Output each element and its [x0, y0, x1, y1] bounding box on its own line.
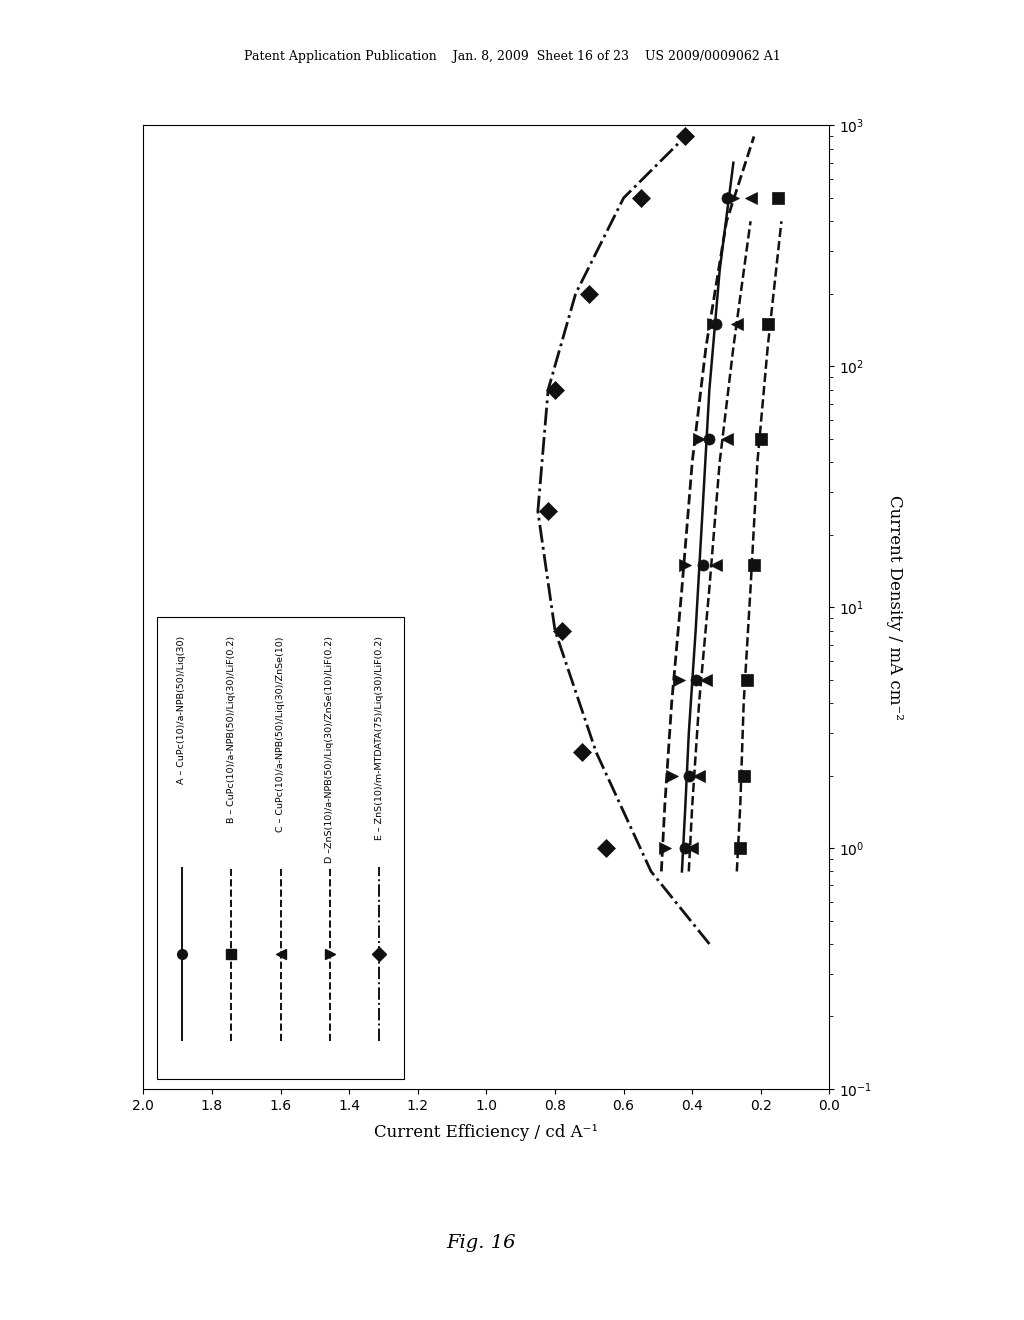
- Text: Patent Application Publication    Jan. 8, 2009  Sheet 16 of 23    US 2009/000906: Patent Application Publication Jan. 8, 2…: [244, 50, 780, 63]
- Text: D –ZnS(10)/a-NPB(50)/Liq(30)/ZnSe(10)/LiF(0.2): D –ZnS(10)/a-NPB(50)/Liq(30)/ZnSe(10)/Li…: [326, 636, 335, 863]
- X-axis label: Current Efficiency / cd A⁻¹: Current Efficiency / cd A⁻¹: [375, 1123, 598, 1140]
- Text: E – ZnS(10)/m-MTDATA(75)/Liq(30)/LiF(0.2): E – ZnS(10)/m-MTDATA(75)/Liq(30)/LiF(0.2…: [375, 636, 384, 840]
- Text: B – CuPc(10)/a-NPB(50)/Liq(30)/LiF(0.2): B – CuPc(10)/a-NPB(50)/Liq(30)/LiF(0.2): [226, 636, 236, 824]
- Text: A – CuPc(10)/a-NPB(50)/Liq(30): A – CuPc(10)/a-NPB(50)/Liq(30): [177, 636, 186, 784]
- Y-axis label: Current Density / mA cm⁻²: Current Density / mA cm⁻²: [886, 495, 903, 719]
- Text: Fig. 16: Fig. 16: [446, 1234, 516, 1253]
- FancyBboxPatch shape: [157, 616, 404, 1080]
- Text: C – CuPc(10)/a-NPB(50)/Liq(30)/ZnSe(10): C – CuPc(10)/a-NPB(50)/Liq(30)/ZnSe(10): [276, 636, 285, 832]
